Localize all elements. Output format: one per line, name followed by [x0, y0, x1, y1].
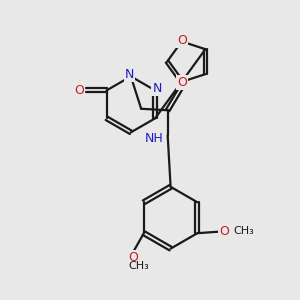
Text: O: O	[219, 225, 229, 238]
Text: NH: NH	[145, 132, 164, 145]
Text: O: O	[177, 34, 187, 46]
Text: CH₃: CH₃	[128, 261, 149, 271]
Text: N: N	[125, 68, 134, 81]
Text: O: O	[178, 76, 187, 89]
Text: N: N	[152, 82, 162, 94]
Text: O: O	[75, 84, 85, 97]
Text: O: O	[128, 251, 138, 264]
Text: CH₃: CH₃	[233, 226, 254, 236]
